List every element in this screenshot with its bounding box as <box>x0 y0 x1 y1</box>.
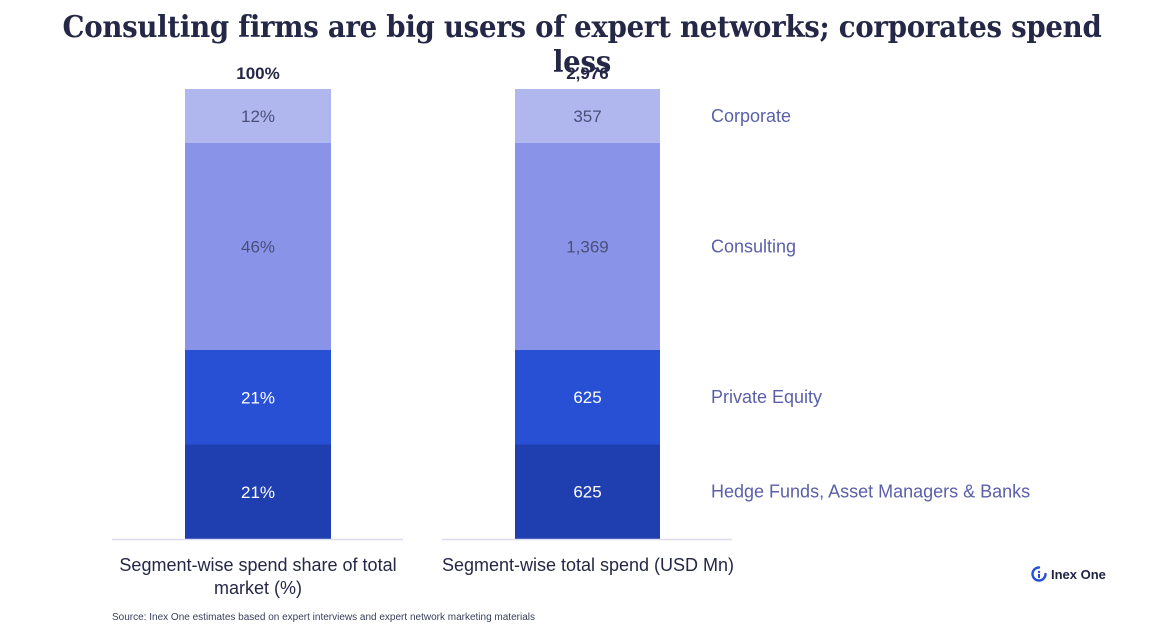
brand-name: Inex One <box>1051 566 1106 582</box>
data-label-corporate: 357 <box>573 107 601 126</box>
bar-segment-consulting <box>515 142 660 350</box>
data-label-private-equity: 21% <box>241 388 275 407</box>
data-label-hedge-funds-asset-managers-banks: 625 <box>573 483 601 502</box>
bar-segment-hedge-funds-asset-managers-banks <box>515 444 660 539</box>
bar-segment-private-equity <box>185 350 331 445</box>
inex-one-logo-icon <box>1031 566 1047 582</box>
bar-segment-corporate <box>515 89 660 143</box>
x-axis-label-share: Segment-wise spend share of total market… <box>119 555 397 598</box>
data-label-consulting: 1,369 <box>566 237 609 256</box>
data-label-private-equity: 625 <box>573 388 601 407</box>
brand-logo: Inex One <box>1031 566 1106 582</box>
data-label-consulting: 46% <box>241 238 275 257</box>
legend-label-corporate: Corporate <box>711 106 791 126</box>
total-label: 100% <box>236 64 279 83</box>
data-label-corporate: 12% <box>241 107 275 126</box>
chart-title: Consulting firms are big users of expert… <box>62 10 1102 80</box>
data-label-hedge-funds-asset-managers-banks: 21% <box>241 483 275 502</box>
total-label: 2,976 <box>566 64 609 83</box>
legend-label-consulting: Consulting <box>711 236 796 256</box>
bar-segment-hedge-funds-asset-managers-banks <box>185 444 331 539</box>
bar-segment-consulting <box>185 143 331 350</box>
legend-label-private-equity: Private Equity <box>711 387 822 407</box>
legend-label-hedge-funds-asset-managers-banks: Hedge Funds, Asset Managers & Banks <box>711 482 1030 502</box>
bar-segment-corporate <box>185 89 331 143</box>
source-note: Source: Inex One estimates based on expe… <box>112 612 535 623</box>
bar-segment-private-equity <box>515 349 660 445</box>
x-axis-label-spend: Segment-wise total spend (USD Mn) <box>441 555 735 575</box>
